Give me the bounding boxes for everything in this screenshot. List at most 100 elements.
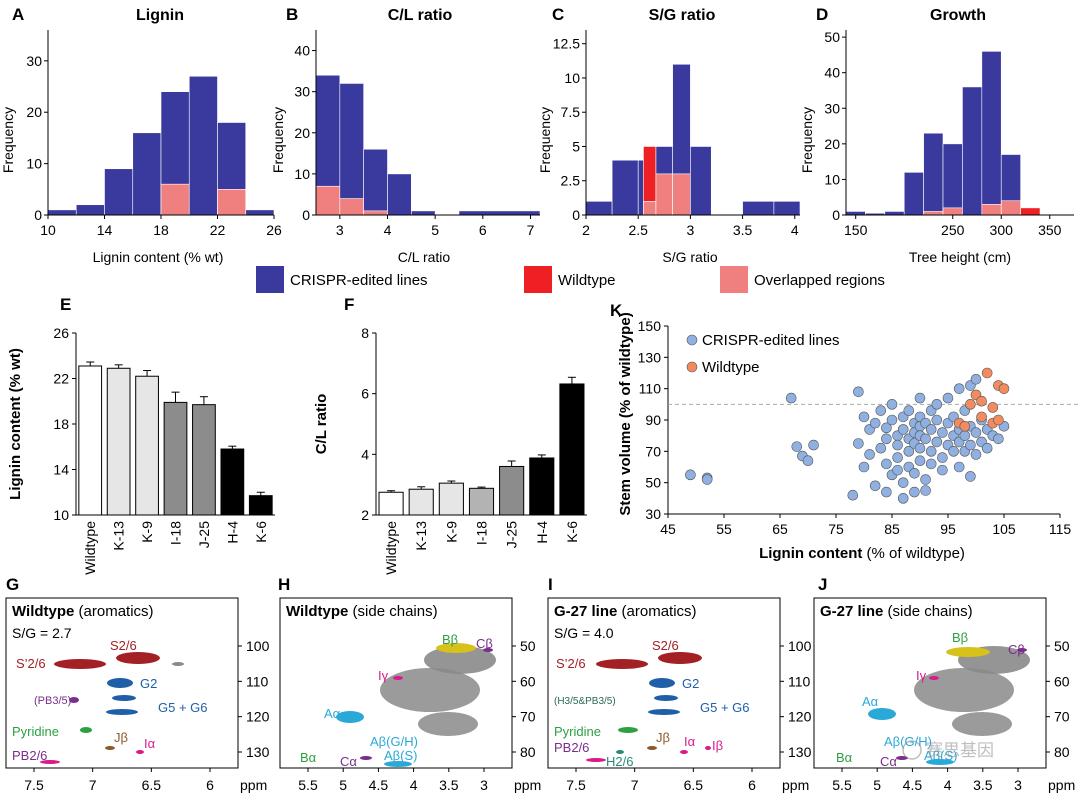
nmr-y-tick-label: 110 bbox=[788, 673, 811, 689]
nmr-peak-g2 bbox=[107, 678, 133, 688]
scatter-k-point-crispr bbox=[881, 486, 892, 498]
nmr-y-tick-label: 110 bbox=[246, 673, 269, 689]
nmr-x-tick-label: 3.5 bbox=[973, 777, 993, 793]
nmr-label-aa: Aα bbox=[862, 694, 879, 709]
hist-d-y-tick-label: 0 bbox=[832, 207, 840, 223]
nmr-label-s26: S2/6 bbox=[110, 638, 137, 653]
nmr-peak-cb bbox=[1017, 648, 1027, 652]
nmr-sg-i: S/G = 4.0 bbox=[554, 625, 614, 641]
hist-c-y-tick-label: 0 bbox=[572, 207, 580, 223]
scatter-k-x-tick-label: 115 bbox=[1049, 521, 1072, 537]
hist-d-bar-crispr bbox=[923, 132, 944, 216]
nmr-label-g2: G2 bbox=[682, 676, 699, 691]
scatter-k-point-crispr bbox=[701, 474, 713, 485]
nmr-y-tick-label: 120 bbox=[246, 709, 270, 725]
nmr-peak-pb26 bbox=[40, 760, 60, 764]
nmr-label-s26: S2/6 bbox=[652, 638, 679, 653]
nmr-peak-ig bbox=[393, 676, 403, 680]
hist-a-bar-overlap bbox=[217, 189, 247, 216]
scatter-k-y-tick-label: 50 bbox=[645, 475, 661, 491]
bar-f-y-tick-label: 2 bbox=[361, 507, 369, 523]
nmr-peak-ib bbox=[705, 746, 711, 750]
panel-letter-c: C bbox=[552, 5, 564, 24]
scatter-k-point-crispr bbox=[897, 493, 909, 504]
scatter-k-y-tick-label: 130 bbox=[638, 349, 662, 365]
scatter-k-point-crispr bbox=[914, 442, 926, 454]
hist-a-bar-crispr bbox=[104, 168, 134, 216]
nmr-peak-gray-cluster bbox=[380, 668, 480, 712]
scatter-k-point-crispr bbox=[914, 455, 926, 467]
bar-e-x-tick-label: K-13 bbox=[111, 521, 127, 551]
nmr-y-tick-label: 130 bbox=[788, 744, 812, 760]
nmr-label-ia: Iα bbox=[684, 734, 696, 749]
nmr-label-pb35: (PB3/5) bbox=[34, 695, 71, 707]
hist-b-y-tick-label: 40 bbox=[294, 43, 310, 59]
scatter-k-point-crispr bbox=[802, 455, 814, 467]
panel-k: K 30 50 70 90 110 130 150 45 55 65 75 85 95 105 115 CRI… bbox=[610, 301, 1078, 562]
hist-a-x-tick-label: 22 bbox=[210, 222, 226, 238]
nmr-peak-aa bbox=[868, 708, 896, 720]
scatter-k-point-crispr bbox=[909, 467, 920, 479]
nmr-peak-gray-cluster bbox=[914, 668, 1014, 712]
scatter-k-y-tick-label: 150 bbox=[638, 318, 662, 334]
nmr-peak-s26 bbox=[116, 652, 160, 664]
nmr-x-tick-label: 7.5 bbox=[24, 777, 44, 793]
scatter-k-point-crispr bbox=[970, 449, 982, 460]
bar-e-bar bbox=[78, 365, 103, 516]
hist-c-bar-overlap bbox=[672, 173, 691, 216]
nmr-label-h35: (H3/5&PB3/5) bbox=[554, 696, 616, 707]
scatter-k-point-crispr bbox=[970, 373, 982, 385]
hist-c-y-tick-label: 10 bbox=[564, 70, 580, 86]
nmr-peak-g5 bbox=[112, 695, 136, 701]
nmr-peak-h26 bbox=[616, 750, 624, 754]
hist-c-bar-overlap bbox=[655, 173, 673, 216]
nmr-peak-bb bbox=[436, 643, 476, 653]
legend-swatch-overlap bbox=[720, 266, 748, 293]
bar-f-x-tick-label: K-9 bbox=[443, 521, 459, 543]
nmr-peak-s26 bbox=[658, 652, 702, 664]
scatter-k-point-crispr bbox=[869, 417, 881, 429]
nmr-title-i: G-27 line (aromatics) bbox=[554, 603, 697, 620]
hist-b-x-tick-label: 6 bbox=[479, 222, 487, 238]
hist-b-bar-crispr bbox=[339, 83, 364, 216]
scatter-k-point-crispr bbox=[931, 436, 943, 448]
nmr-peak-g2 bbox=[649, 678, 675, 688]
nmr-peak-pyridine bbox=[80, 727, 92, 733]
scatter-k-point-crispr bbox=[959, 430, 971, 441]
scatter-k-point-crispr bbox=[965, 471, 976, 482]
nmr-peaks-j bbox=[868, 646, 1030, 765]
scatter-k-point-crispr bbox=[993, 433, 1004, 445]
hist-c-bar-overlap bbox=[643, 200, 657, 216]
hist-a-y-tick-label: 20 bbox=[26, 104, 42, 120]
scatter-k-point-crispr bbox=[970, 427, 982, 438]
scatter-k-legend-label: Wildtype bbox=[702, 359, 760, 376]
bar-f-bar bbox=[468, 487, 495, 516]
hist-a-bar-crispr bbox=[47, 209, 77, 216]
scatter-k-point-crispr bbox=[953, 383, 965, 394]
panel-letter-d: D bbox=[816, 5, 828, 24]
scatter-k-point-crispr bbox=[808, 439, 819, 451]
nmr-title-i-bold: G-27 line bbox=[554, 603, 617, 620]
hist-b-bar-crispr bbox=[387, 173, 412, 216]
nmr-x-tick-label: 3 bbox=[1014, 777, 1022, 793]
nmr-peak-ia bbox=[680, 750, 688, 754]
scatter-k-point-crispr bbox=[953, 461, 965, 473]
nmr-x-unit: ppm bbox=[514, 777, 541, 793]
hist-c-x-tick-label: 2.5 bbox=[628, 222, 648, 238]
hist-c-bar-crispr bbox=[742, 200, 775, 216]
hist-b-y-tick-label: 20 bbox=[294, 125, 310, 141]
nmr-peak-gray-cluster bbox=[952, 712, 1012, 736]
hist-d-y-tick-label: 20 bbox=[824, 136, 840, 152]
nmr-label-bb: Bβ bbox=[952, 630, 968, 645]
scatter-k-y-tick-label: 110 bbox=[639, 381, 662, 397]
scatter-k-x-tick-label: 95 bbox=[940, 521, 956, 537]
scatter-k-point-wildtype bbox=[993, 414, 1004, 426]
bar-e-x-tick-label: J-25 bbox=[196, 521, 212, 548]
hist-b-x-tick-label: 4 bbox=[384, 222, 392, 238]
nmr-peak-ca bbox=[896, 756, 908, 760]
hist-d-y-tick-label: 50 bbox=[824, 29, 840, 45]
nmr-peak-pyridine bbox=[618, 727, 638, 733]
hist-b-y-tick-label: 10 bbox=[294, 166, 310, 182]
scatter-k-point-crispr bbox=[875, 442, 887, 454]
nmr-label-ib: Iβ bbox=[712, 738, 723, 753]
